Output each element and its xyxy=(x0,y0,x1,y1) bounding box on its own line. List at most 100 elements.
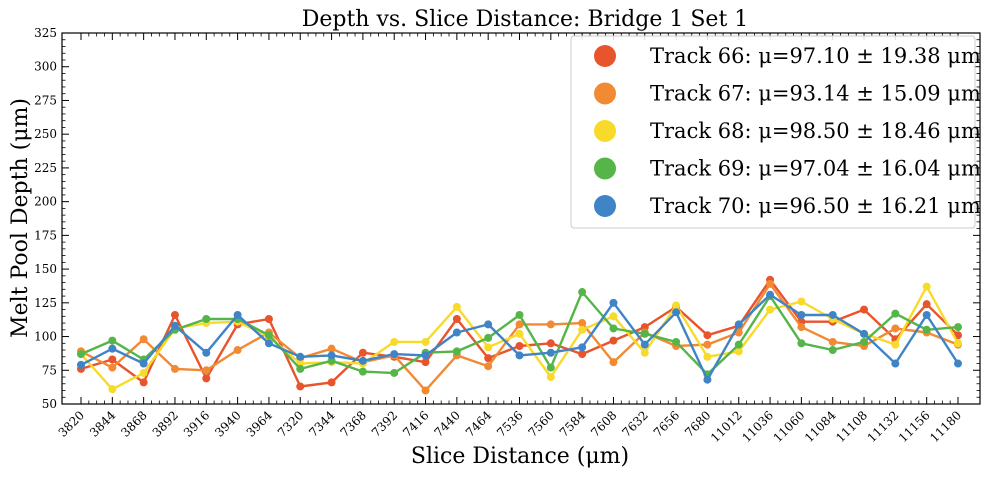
data-point xyxy=(484,320,493,329)
data-point xyxy=(233,346,242,355)
data-point xyxy=(640,329,649,338)
x-tick-label: 7440 xyxy=(431,408,462,439)
data-point xyxy=(170,321,179,330)
data-point xyxy=(484,343,493,352)
data-point xyxy=(922,300,931,309)
series-4 xyxy=(77,288,962,379)
x-tick-label: 7656 xyxy=(651,408,682,439)
data-point xyxy=(734,328,743,337)
legend-marker xyxy=(594,82,616,105)
data-point xyxy=(327,351,336,360)
data-point xyxy=(860,337,869,346)
x-tick-label: 3940 xyxy=(212,408,243,439)
data-point xyxy=(860,329,869,338)
y-tick-label: 75 xyxy=(42,363,57,377)
data-point xyxy=(202,374,211,383)
data-point xyxy=(891,340,900,349)
data-point xyxy=(139,378,148,387)
x-tick-label: 3892 xyxy=(150,408,181,439)
legend-label: Track 66: μ=97.10 ± 19.38 μm xyxy=(650,44,981,68)
data-point xyxy=(484,354,493,363)
data-point xyxy=(766,290,775,299)
data-point xyxy=(891,359,900,368)
data-point xyxy=(640,340,649,349)
data-point xyxy=(954,359,962,368)
data-point xyxy=(515,329,524,338)
data-point xyxy=(672,308,681,317)
data-point xyxy=(421,351,430,360)
data-point xyxy=(609,358,618,367)
data-point xyxy=(170,364,179,373)
x-tick-label: 11060 xyxy=(771,408,808,445)
data-point xyxy=(797,297,806,306)
data-point xyxy=(860,305,869,314)
data-point xyxy=(452,302,461,311)
x-tick-label: 11084 xyxy=(802,408,839,445)
y-tick-label: 50 xyxy=(42,397,57,411)
data-point xyxy=(421,358,430,367)
y-tick-label: 225 xyxy=(34,161,57,175)
y-tick-label: 150 xyxy=(34,262,57,276)
data-point xyxy=(609,312,618,321)
data-point xyxy=(672,337,681,346)
x-tick-label: 3844 xyxy=(87,408,119,440)
data-point xyxy=(327,344,336,353)
x-tick-label: 3916 xyxy=(181,408,212,439)
data-point xyxy=(578,350,587,359)
y-axis-label: Melt Pool Depth (μm) xyxy=(8,98,33,338)
x-tick-label: 7392 xyxy=(369,408,400,439)
x-tick-label: 7632 xyxy=(619,408,650,439)
legend: Track 66: μ=97.10 ± 19.38 μm Track 67: μ=… xyxy=(570,35,981,229)
data-point xyxy=(578,343,587,352)
x-tick-label: 7560 xyxy=(525,408,556,439)
data-point xyxy=(515,351,524,360)
data-point xyxy=(139,368,148,377)
data-point xyxy=(264,339,273,348)
data-point xyxy=(515,341,524,350)
data-point xyxy=(77,350,85,359)
x-tick-label: 7608 xyxy=(588,408,619,439)
data-point xyxy=(703,352,712,361)
data-point xyxy=(546,320,555,329)
data-point xyxy=(139,335,148,344)
series-layer xyxy=(77,275,962,395)
x-tick-label: 3964 xyxy=(244,408,276,440)
x-tick-label: 7584 xyxy=(557,408,589,440)
data-point xyxy=(108,385,117,394)
data-point xyxy=(734,340,743,349)
y-tick-label: 175 xyxy=(34,228,57,242)
data-point xyxy=(421,337,430,346)
data-point xyxy=(515,320,524,329)
legend-marker xyxy=(594,120,616,142)
legend-marker xyxy=(594,45,616,67)
data-point xyxy=(609,324,618,333)
data-point xyxy=(390,350,399,359)
data-point xyxy=(390,368,399,377)
data-point xyxy=(358,348,367,357)
data-point xyxy=(108,355,117,364)
y-tick-marks: 50 75 100 125 150 175 200 225 250 275 300 325 xyxy=(34,26,980,411)
data-point xyxy=(296,364,305,373)
data-point xyxy=(452,347,461,356)
y-tick-label: 125 xyxy=(34,296,57,310)
plot-frame xyxy=(61,32,981,405)
data-point xyxy=(578,319,587,328)
series-5 xyxy=(77,290,962,384)
x-tick-label: 11132 xyxy=(865,408,902,445)
data-point xyxy=(703,340,712,349)
data-point xyxy=(891,309,900,318)
legend-label: Track 70: μ=96.50 ± 16.21 μm xyxy=(650,194,981,218)
data-point xyxy=(797,339,806,348)
data-point xyxy=(327,378,336,387)
x-tick-label: 7368 xyxy=(338,408,369,439)
data-point xyxy=(358,367,367,376)
data-point xyxy=(452,328,461,337)
legend-marker xyxy=(594,157,616,180)
x-tick-label: 11180 xyxy=(927,408,964,445)
data-point xyxy=(734,347,743,356)
y-tick-label: 300 xyxy=(34,60,57,74)
x-tick-label: 7464 xyxy=(463,408,495,440)
x-tick-label: 3820 xyxy=(56,408,87,439)
data-point xyxy=(922,325,931,334)
